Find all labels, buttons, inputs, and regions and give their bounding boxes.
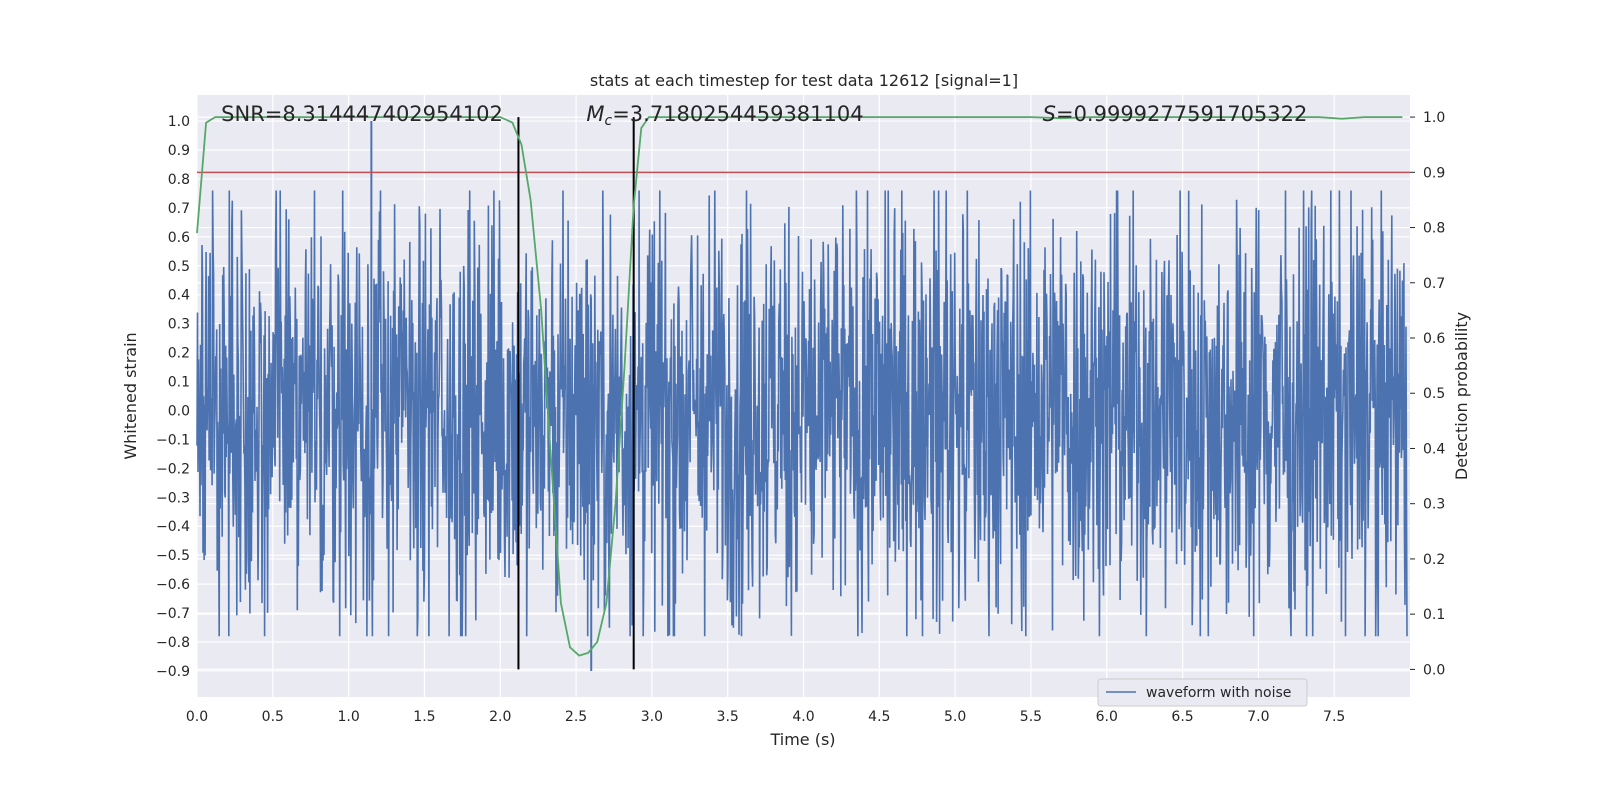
waveform-line (196, 190, 1408, 637)
y-left-tick-label: −0.3 (156, 490, 190, 506)
probability-line (196, 116, 1403, 657)
x-axis-label: Time (s) (769, 730, 835, 749)
y-left-tick-label: 0.5 (168, 259, 190, 275)
y-right-tick-label: 0.0 (1423, 662, 1445, 678)
x-tick-label: 6.0 (1096, 709, 1118, 725)
y-left-tick-label: −0.9 (156, 664, 190, 680)
chirp-mass-annotation: Mc=3.7180254459381104 (586, 102, 863, 129)
y-left-tick-label: 0.8 (168, 172, 190, 188)
x-tick-label: 1.0 (337, 709, 359, 725)
x-tick-label: 0.0 (186, 709, 208, 725)
y-right-tick-label: 0.3 (1423, 497, 1445, 513)
y-right-tick-label: 0.7 (1423, 276, 1445, 292)
chirp-mass-symbol: M (586, 102, 604, 126)
y-left-tick-label: 0.1 (168, 375, 190, 391)
y-left-tick-label: 1.0 (168, 114, 190, 130)
x-tick-label: 5.0 (944, 709, 966, 725)
legend-label-waveform: waveform with noise (1146, 685, 1291, 701)
y-left-tick-label: 0.4 (168, 288, 190, 304)
y-right-tick-label: 1.0 (1423, 110, 1445, 126)
y-right-tick-label: 0.1 (1423, 607, 1445, 623)
x-tick-label: 7.0 (1247, 709, 1269, 725)
y-left-tick-label: −0.4 (156, 519, 190, 535)
y-left-tick-label: 0.9 (168, 143, 190, 159)
y-right-tick-label: 0.5 (1423, 386, 1445, 402)
score-symbol: S (1043, 102, 1056, 126)
y-axis-right-label: Detection probability (1452, 312, 1471, 480)
y-left-tick-label: 0.7 (168, 201, 190, 217)
y-left-tick-label: −0.8 (156, 635, 190, 651)
x-tick-label: 2.0 (489, 709, 511, 725)
legend: waveform with noise (1097, 678, 1308, 707)
x-tick-label: 0.5 (262, 709, 284, 725)
y-left-tick-label: 0.0 (168, 403, 190, 419)
chart-title: stats at each timestep for test data 126… (590, 71, 1018, 90)
score-annotation: S=0.9999277591705322 (1043, 102, 1308, 126)
chirp-mass-value: =3.7180254459381104 (612, 102, 863, 126)
x-tick-label: 2.5 (565, 709, 587, 725)
y-left-tick-label: −0.2 (156, 461, 190, 477)
chirp-mass-subscript: c (605, 113, 613, 129)
y-left-tick-label: 0.3 (168, 317, 190, 333)
y-left-tick-label: −0.7 (156, 606, 190, 622)
x-tick-label: 3.5 (717, 709, 739, 725)
y-right-tick-label: 0.2 (1423, 552, 1445, 568)
x-tick-label: 1.5 (413, 709, 435, 725)
y-right-tick-label: 0.6 (1423, 331, 1445, 347)
y-axis-left-label: Whitened strain (121, 332, 140, 459)
y-left-tick-label: 0.6 (168, 230, 190, 246)
score-value: =0.9999277591705322 (1056, 102, 1307, 126)
probability-series (196, 116, 1403, 657)
y-right-tick-label: 0.4 (1423, 441, 1445, 457)
y-left-tick-label: −0.5 (156, 548, 190, 564)
x-tick-label: 5.5 (1020, 709, 1042, 725)
y-left-tick-label: −0.6 (156, 577, 190, 593)
snr-annotation: SNR=8.314447402954102 (221, 102, 503, 126)
legend-box (1097, 678, 1308, 707)
y-left-tick-label: 0.2 (168, 346, 190, 362)
x-tick-label: 7.5 (1323, 709, 1345, 725)
x-tick-label: 3.0 (641, 709, 663, 725)
y-right-tick-label: 0.9 (1423, 165, 1445, 181)
axis-ticks: 0.0 0.5 1.0 1.5 2.0 2.5 3.0 3.5 4.0 4.5 5.0 5.5 6.0 6… (156, 110, 1445, 725)
x-tick-label: 4.0 (792, 709, 814, 725)
y-left-tick-label: −0.1 (156, 432, 190, 448)
x-tick-label: 6.5 (1171, 709, 1193, 725)
x-tick-label: 4.5 (868, 709, 890, 725)
waveform-series (196, 121, 1408, 671)
y-right-tick-label: 0.8 (1423, 221, 1445, 237)
